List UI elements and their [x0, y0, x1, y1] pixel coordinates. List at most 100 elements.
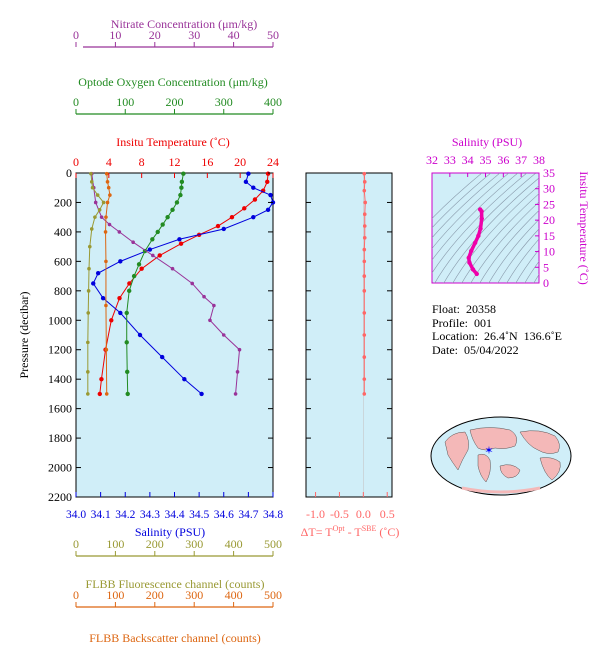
fluorescence-point: [89, 171, 93, 176]
nitrate-point: [237, 347, 242, 352]
salinity-axis-label: Salinity (PSU): [135, 525, 205, 539]
oxygen-point: [155, 229, 160, 235]
delta-t-axis-label: ΔT= TOpt - TSBE (˚C): [301, 524, 400, 539]
oxygen-tick-label: 300: [215, 95, 233, 109]
nitrate-tick-label: 10: [109, 28, 121, 42]
ts-y-tick-label: 0: [543, 276, 549, 290]
ts-point: [469, 248, 474, 254]
temperature-point: [109, 318, 114, 323]
ts-isopycnals: [432, 173, 539, 283]
pressure-tick-label: 1400: [48, 372, 72, 386]
ts-point: [467, 260, 472, 265]
ts-isopycnal: [434, 173, 537, 283]
oxygen-point: [160, 222, 165, 227]
dt-tick-label: 0.0: [356, 507, 371, 521]
ts-isopycnal: [432, 173, 528, 274]
backscatter-point: [104, 303, 108, 308]
fluorescence-point: [93, 215, 97, 219]
delta-t-plot-area: [305, 172, 393, 498]
float-id: Float: 20358: [432, 302, 497, 316]
nitrate-point: [190, 281, 195, 286]
oxygen-point: [150, 237, 155, 242]
nitrate-point: [202, 294, 206, 299]
backscatter-axis: 0 100 200 300 400 500 FLBB Backscatter channe…: [73, 588, 282, 645]
pressure-tick-label: 1000: [48, 313, 72, 327]
float-location: Location: 26.4˚N 136.6˚E: [432, 329, 562, 343]
backscatter-point: [104, 259, 108, 264]
temperature-tick-label: 16: [201, 155, 213, 169]
salinity-tick-label: 34.5: [189, 509, 209, 521]
oxygen-point: [136, 262, 142, 267]
ts-isopycnal: [432, 173, 483, 219]
salinity-tick-label: 34.1: [91, 509, 111, 521]
nitrate-point: [99, 215, 104, 219]
oxygen-tick-label: 0: [73, 95, 79, 109]
oxygen-point: [124, 340, 129, 345]
continent-shape: [539, 457, 561, 481]
salinity-tick-label: 34.8: [263, 509, 283, 521]
oxygen-point: [125, 391, 130, 397]
fluorescence-point: [86, 392, 90, 396]
temperature-point: [252, 197, 258, 202]
oxygen-point: [170, 207, 175, 213]
salinity-point: [118, 259, 123, 264]
ts-point: [472, 240, 478, 245]
ts-point: [478, 226, 483, 231]
temperature-point: [99, 376, 104, 382]
dt-tick-label: -0.5: [330, 507, 349, 521]
ts-isopycnal: [479, 210, 539, 283]
salinity-point: [265, 207, 271, 213]
salinity-point: [147, 247, 153, 252]
fluorescence-point: [86, 289, 91, 293]
ts-isopycnal: [533, 274, 539, 283]
temperature-tick-label: 4: [106, 155, 112, 169]
nitrate-axis: Nitrate Concentration (μm/kg) 0 10 20 30 40 5…: [73, 17, 279, 48]
dt-point: [362, 259, 367, 264]
ts-point: [474, 271, 479, 277]
nitrate-tick-label: 20: [149, 28, 161, 42]
salinity-point: [159, 354, 165, 360]
dt-point: [362, 289, 367, 293]
ts-point: [477, 207, 483, 212]
temperature-point: [178, 241, 184, 246]
dt-point: [362, 236, 367, 240]
pressure-tick-label: 1200: [48, 343, 72, 357]
temperature-point: [265, 179, 270, 185]
nitrate-tick-label: 30: [188, 28, 200, 42]
pressure-tick-label: 1600: [48, 402, 72, 416]
salinity-tick-label: 34.2: [115, 509, 135, 521]
dt-point: [362, 377, 367, 381]
temperature-tick-label: 20: [234, 155, 246, 169]
dt-point: [362, 188, 367, 193]
oxygen-point: [165, 214, 170, 220]
continent-shape: [477, 453, 491, 483]
ts-isopycnal: [488, 219, 539, 283]
fluorescence-point: [89, 227, 94, 231]
temperature-point: [215, 223, 221, 229]
ts-x-tick-label: 35: [480, 153, 492, 167]
backscatter-point: [105, 180, 110, 184]
oxygen-point: [179, 179, 185, 185]
backscatter-point: [106, 185, 111, 190]
backscatter-point: [104, 215, 108, 219]
backscatter-axis-label: FLBB Backscatter channel (counts): [89, 631, 261, 645]
ts-isopycnal: [524, 260, 539, 283]
ts-x-tick-label: 32: [426, 153, 438, 167]
nitrate-tick-label: 0: [73, 28, 79, 42]
ts-point: [479, 216, 484, 221]
ts-isopycnal: [432, 173, 501, 239]
location-map: ✶: [430, 416, 572, 496]
salinity-point: [246, 171, 251, 176]
dt-line: [363, 173, 366, 394]
ts-temperature-label: Insitu Temperature (˚C): [577, 171, 591, 285]
continent-shape: [461, 486, 541, 494]
fluorescence-axis-label: FLBB Fluorescence channel (counts): [86, 577, 265, 591]
salinity-tick-label: 34.3: [140, 509, 160, 521]
nitrate-point: [131, 240, 135, 245]
pressure-tick-label: 2200: [48, 490, 72, 504]
backscatter-point: [104, 392, 109, 396]
backscatter-tick-label: 0: [73, 588, 79, 602]
backscatter-tick-label: 300: [185, 588, 203, 602]
nitrate-tick-label: 40: [228, 28, 240, 42]
